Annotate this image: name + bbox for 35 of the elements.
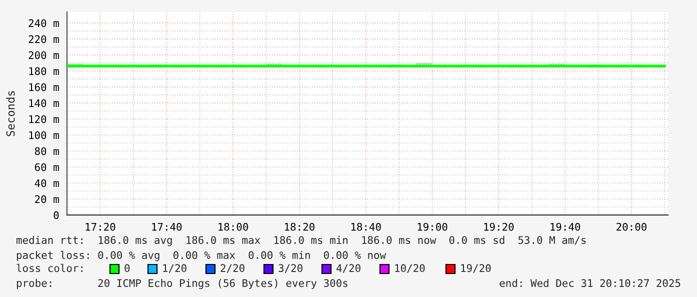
x-tick-label: 18:40	[351, 222, 381, 231]
y-tick-label: 240 m	[28, 19, 59, 28]
x-tick-label: 19:40	[550, 222, 580, 231]
x-tick-label: 20:00	[616, 222, 646, 231]
text: probe: 20 ICMP Echo Pings (56 Bytes) every 300s	[16, 278, 348, 290]
y-tick-label: 120 m	[29, 115, 59, 124]
text: 0	[124, 264, 130, 272]
y-tick-label: 140 m	[29, 99, 59, 108]
x-tick-label: 19:20	[484, 222, 514, 231]
x-tick-label: 17:40	[152, 222, 182, 231]
y-tick-label: 200 m	[28, 51, 59, 60]
y-tick-label: 160 m	[29, 83, 59, 92]
text: packet loss: 0.00 % avg 0.00 % max 0.00 % min 0.00 % now	[16, 250, 386, 262]
text: 4/20	[336, 264, 360, 273]
y-tick-label: 180 m	[29, 67, 59, 76]
text: 3/20	[278, 264, 302, 273]
text: end: Wed Dec 31 20:10:27 2025	[500, 278, 680, 288]
x-tick-label: 18:20	[284, 222, 314, 231]
y-tick-label: 0	[54, 211, 59, 220]
y-tick-label: 80 m	[34, 147, 59, 156]
text: median rtt: 186.0 ms avg 186.0 ms max 186.0 ms min 186.0 ms now 0.0 ms sd 53.0 M am/s	[16, 236, 586, 246]
y-tick-label: 100 m	[29, 131, 59, 140]
y-tick-label: 60 m	[34, 163, 59, 172]
y-tick-label: 220 m	[28, 35, 59, 44]
text: 1/20	[163, 264, 186, 273]
text: loss color:	[16, 264, 82, 272]
y-axis-title: Seconds	[6, 91, 15, 136]
text: 2/20	[220, 264, 244, 273]
text: 19/20	[461, 264, 491, 273]
x-tick-label: 19:00	[418, 222, 448, 231]
y-tick-label: 20 m	[35, 195, 59, 204]
x-tick-label: 17:20	[86, 222, 116, 231]
text: 10/20	[395, 264, 425, 273]
x-tick-label: 18:00	[218, 222, 248, 231]
y-tick-label: 40 m	[34, 179, 59, 188]
